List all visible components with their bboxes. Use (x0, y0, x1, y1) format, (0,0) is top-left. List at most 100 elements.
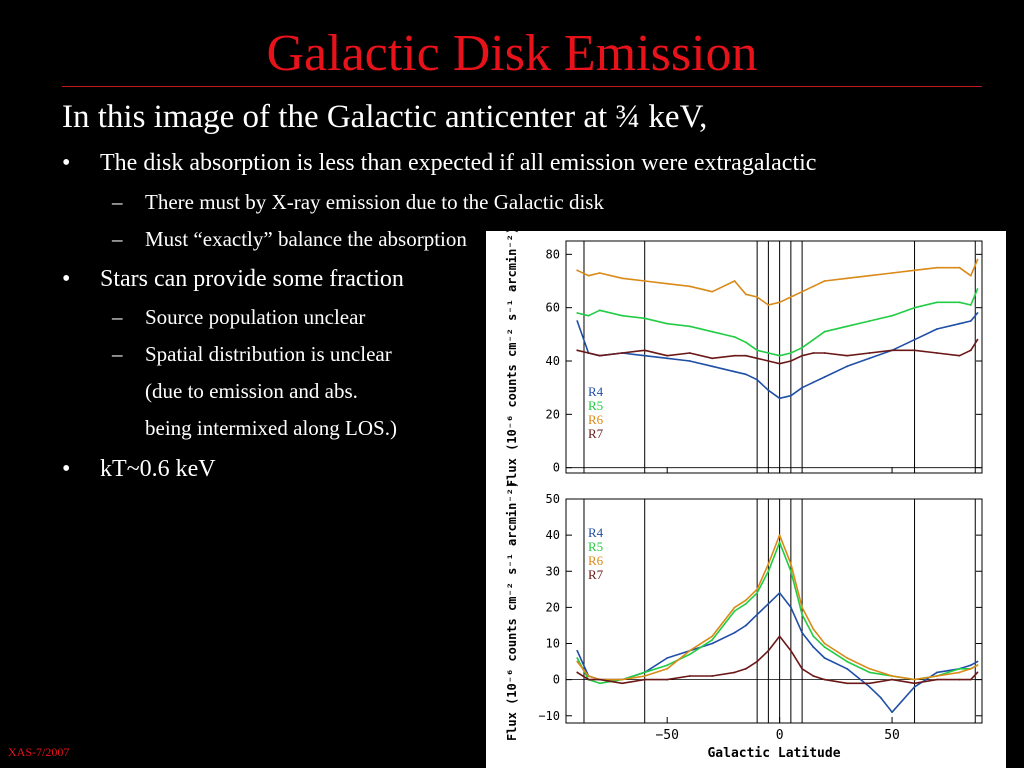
data-point-R6 (801, 606, 804, 609)
sub-bullet-mark: – (112, 342, 123, 366)
data-point-R5 (688, 653, 691, 656)
data-point-R6 (767, 304, 770, 306)
y-tick-label: 30 (546, 564, 560, 578)
data-point-R4 (868, 685, 871, 688)
data-point-R7 (621, 352, 624, 354)
data-point-R7 (823, 352, 826, 354)
legend-entry-R4: R4 (588, 384, 604, 399)
data-point-R6 (969, 274, 972, 277)
data-point-R6 (846, 277, 848, 280)
data-point-R5 (958, 667, 961, 670)
intro-text: In this image of the Galactic anticenter… (62, 99, 708, 135)
data-point-R6 (711, 290, 714, 293)
data-point-R7 (576, 671, 579, 674)
legend-entry-R4: R4 (588, 525, 604, 540)
bullet-mark: • (62, 266, 71, 292)
data-point-R6 (812, 285, 815, 288)
data-point-R4 (891, 711, 893, 714)
data-point-R5 (846, 325, 848, 328)
x-axis-label: Galactic Latitude (707, 746, 840, 761)
data-point-R7 (789, 360, 792, 362)
data-point-R5 (744, 341, 747, 344)
sub-bullet-mark: – (112, 227, 123, 251)
data-point-R4 (812, 381, 815, 384)
data-point-R6 (643, 675, 646, 677)
data-point-R4 (778, 397, 781, 400)
data-point-R6 (936, 675, 938, 677)
data-point-R5 (711, 330, 714, 333)
data-point-R6 (733, 280, 736, 282)
data-point-R4 (913, 685, 916, 688)
data-point-R6 (778, 301, 781, 304)
data-point-R6 (868, 667, 871, 670)
data-point-R7 (846, 682, 848, 685)
data-point-R5 (976, 288, 979, 290)
data-point-R4 (958, 322, 961, 325)
data-point-R4 (936, 328, 938, 330)
data-point-R5 (666, 664, 669, 667)
legend-entry-R5: R5 (588, 398, 603, 413)
series-line-R6 (576, 534, 978, 681)
sub-bullet-mark: – (112, 190, 123, 214)
data-point-R5 (868, 671, 871, 674)
slide-title: Galactic Disk Emission (266, 25, 758, 82)
data-point-R4 (744, 373, 747, 376)
data-point-R5 (756, 349, 759, 352)
data-point-R5 (711, 639, 714, 641)
bullet-text: kT~0.6 keV (100, 456, 216, 482)
data-point-R5 (756, 592, 759, 594)
data-point-R6 (744, 599, 747, 602)
data-point-R4 (733, 370, 736, 373)
data-point-R5 (767, 570, 770, 573)
data-point-R7 (666, 354, 669, 357)
data-point-R7 (891, 678, 893, 681)
sub-bullet-text: Must “exactly” balance the absorption (145, 227, 467, 251)
data-point-R4 (823, 657, 826, 659)
data-point-R7 (891, 349, 893, 352)
bullet-item: • kT~0.6 keV (62, 454, 216, 484)
data-point-R6 (587, 675, 590, 677)
data-point-R6 (976, 258, 979, 261)
data-point-R7 (711, 675, 714, 677)
bullet-item: • The disk absorption is less than expect… (62, 148, 816, 178)
data-point-R7 (576, 349, 579, 352)
data-point-R7 (711, 357, 714, 360)
data-point-R6 (936, 266, 938, 269)
data-point-R5 (789, 570, 792, 573)
y-tick-label: 20 (546, 600, 560, 614)
bullet-text: The disk absorption is less than expecte… (100, 150, 817, 176)
data-point-R4 (789, 606, 792, 609)
data-point-R4 (846, 365, 848, 368)
data-point-R7 (812, 352, 815, 354)
data-point-R6 (778, 534, 781, 537)
data-point-R4 (969, 320, 972, 322)
data-point-R4 (801, 631, 804, 634)
data-point-R4 (756, 378, 759, 381)
data-point-R4 (976, 312, 979, 314)
data-point-R6 (913, 269, 916, 272)
data-point-R7 (976, 671, 979, 674)
data-point-R7 (688, 352, 691, 354)
data-point-R4 (756, 613, 759, 616)
data-point-R7 (789, 649, 792, 652)
data-point-R4 (767, 602, 770, 605)
title-divider (62, 86, 982, 87)
y-tick-label: 60 (546, 301, 560, 315)
data-point-R5 (598, 682, 601, 685)
data-point-R4 (801, 386, 804, 389)
data-point-R5 (823, 330, 826, 333)
data-point-R7 (598, 678, 601, 681)
data-point-R6 (711, 635, 714, 638)
legend-entry-R5: R5 (588, 539, 603, 554)
data-point-R4 (936, 671, 938, 674)
data-point-R6 (823, 642, 826, 645)
bottom-y-axis-label: Flux (10⁻⁶ counts cm⁻² s⁻¹ arcmin⁻²) (505, 481, 519, 741)
data-point-R5 (643, 671, 646, 674)
y-tick-label: 0 (553, 461, 560, 475)
data-point-R7 (823, 678, 826, 681)
data-point-R7 (976, 338, 979, 341)
data-point-R6 (812, 628, 815, 630)
sub-bullet-text: There must by X-ray emission due to the … (145, 190, 604, 214)
legend-entry-R7: R7 (588, 426, 604, 441)
data-point-R7 (643, 678, 646, 681)
